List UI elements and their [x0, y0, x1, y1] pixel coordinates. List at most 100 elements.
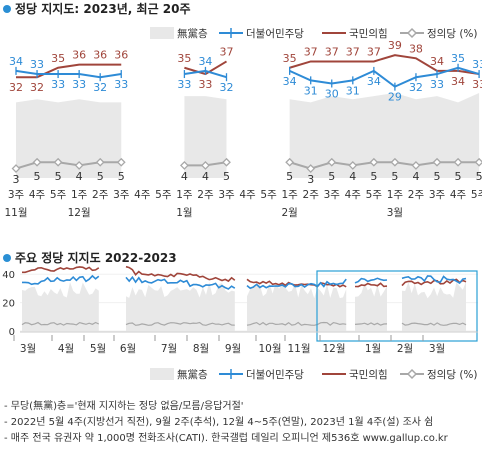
- legend-label: 정의당 (%): [427, 369, 478, 381]
- justice-value-label: 5: [118, 170, 125, 183]
- ppp-value-label: 35: [51, 52, 65, 65]
- justice-value-label: 5: [97, 170, 104, 183]
- justice-point: [327, 157, 337, 167]
- dem-value-label: 35: [451, 52, 465, 65]
- dem-value-label: 31: [304, 84, 318, 97]
- dem-line: [15, 69, 122, 79]
- legend-item: 더불어민주당: [219, 369, 304, 381]
- justice-value-label: 4: [76, 170, 83, 183]
- month-tick-label: 3월: [387, 207, 403, 219]
- week-tick-label: 5주: [366, 189, 383, 201]
- week-tick-label: 1주: [387, 189, 404, 201]
- justice-point: [369, 157, 379, 167]
- justice-point: [222, 157, 231, 167]
- week-tick-label: 4주: [450, 189, 467, 201]
- dem-line: [246, 278, 347, 290]
- recent-weeks-highlight: [316, 270, 478, 342]
- nonpartisan-area: [22, 282, 99, 331]
- top-chart-legend: 無黨층 더불어민주당 국민의힘 정의당 (%): [150, 27, 478, 40]
- month-tick-label: 12월: [68, 207, 91, 219]
- ppp-value-label: 34: [451, 75, 465, 88]
- week-tick-label: 3주: [113, 189, 130, 201]
- top-chart-plot: 3432333325333553336432365333653335434334…: [4, 39, 482, 219]
- ppp-line: [22, 266, 100, 274]
- justice-value-label: 5: [223, 170, 230, 183]
- month-tick-label: 4월: [58, 343, 74, 355]
- ppp-value-label: 39: [388, 39, 402, 52]
- dem-value-label: 33: [51, 78, 65, 91]
- month-tick-label: 9월: [225, 343, 241, 355]
- ppp-value-label: 37: [220, 45, 234, 58]
- justice-line: [289, 161, 480, 170]
- week-tick-label: 2주: [197, 189, 214, 201]
- legend-item: 국민의힘: [322, 369, 388, 381]
- justice-value-label: 5: [34, 170, 41, 183]
- week-tick-label: 2주: [92, 189, 109, 201]
- nonpartisan-area: [289, 92, 480, 178]
- month-tick-label: 1월: [365, 343, 381, 355]
- ppp-line: [125, 265, 236, 283]
- footnotes: - 무당(無黨)층='현재 지지하는 정당 없음/모름/응답거절' - 2022…: [4, 399, 448, 447]
- title-dot-icon: [3, 5, 11, 13]
- justice-point: [32, 157, 42, 167]
- dem-value-label: 34: [367, 75, 381, 88]
- week-tick-label: 1주: [176, 189, 193, 201]
- justice-point: [306, 164, 316, 173]
- justice-point: [11, 164, 21, 173]
- legend-label: 정의당 (%): [427, 28, 478, 40]
- month-tick-label: 5월: [90, 343, 106, 355]
- dem-value-label: 33: [30, 58, 44, 71]
- dem-value-label: 33: [177, 78, 191, 91]
- ppp-value-label: 37: [367, 45, 381, 58]
- legend-item: 정의당 (%): [400, 368, 478, 381]
- month-tick-label: 6월: [120, 343, 136, 355]
- ppp-value-label: 32: [30, 81, 44, 94]
- month-tick-label: 3월: [429, 343, 445, 355]
- justice-value-label: 4: [181, 170, 188, 183]
- title-dot-icon: [3, 254, 11, 262]
- month-tick-label: 10월: [258, 343, 281, 355]
- justice-value-label: 5: [455, 170, 462, 183]
- justice-point: [285, 157, 295, 167]
- month-tick-label: 2월: [281, 207, 297, 219]
- dem-line: [125, 275, 236, 290]
- dem-line: [401, 275, 467, 285]
- legend-label: 국민의힘: [349, 369, 388, 381]
- ppp-line: [354, 282, 388, 288]
- nonpartisan-area: [355, 283, 387, 331]
- justice-line: [21, 321, 100, 326]
- justice-point: [201, 160, 210, 170]
- legend-item: 국민의힘: [322, 28, 388, 40]
- week-tick-label: 3주: [8, 189, 25, 201]
- week-tick-label: 3주: [429, 189, 446, 201]
- ppp-value-label: 36: [72, 49, 86, 62]
- justice-value-label: 5: [328, 170, 335, 183]
- justice-point: [348, 160, 358, 170]
- legend-label: 無黨층: [177, 368, 208, 381]
- dem-value-label: 30: [325, 88, 339, 101]
- justice-value-label: 5: [434, 170, 441, 183]
- dem-line: [22, 274, 100, 286]
- ppp-value-label: 35: [177, 52, 191, 65]
- month-tick-label: 7월: [161, 343, 177, 355]
- dem-value-label: 33: [114, 78, 128, 91]
- month-tick-label: 12월: [322, 343, 345, 355]
- justice-line: [401, 322, 467, 326]
- month-tick-label: 1월: [176, 207, 192, 219]
- legend-item: 정의당 (%): [400, 27, 478, 40]
- justice-point: [74, 160, 84, 170]
- legend-label: 無黨층: [177, 27, 208, 40]
- justice-point: [432, 157, 442, 167]
- dem-value-label: 33: [472, 58, 482, 71]
- ppp-value-label: 34: [430, 55, 444, 68]
- dem-value-label: 34: [9, 55, 23, 68]
- week-tick-label: 4주: [345, 189, 362, 201]
- legend-swatch: [150, 368, 174, 380]
- dem-line: [354, 277, 388, 284]
- dem-line: [289, 66, 480, 88]
- nonpartisan-area: [402, 281, 466, 331]
- legend-label: 더불어민주당: [246, 28, 304, 40]
- top-chart-title: 정당 지지도: 2023년, 최근 20주: [15, 1, 191, 16]
- justice-value-label: 5: [391, 170, 398, 183]
- dem-value-label: 34: [198, 55, 212, 68]
